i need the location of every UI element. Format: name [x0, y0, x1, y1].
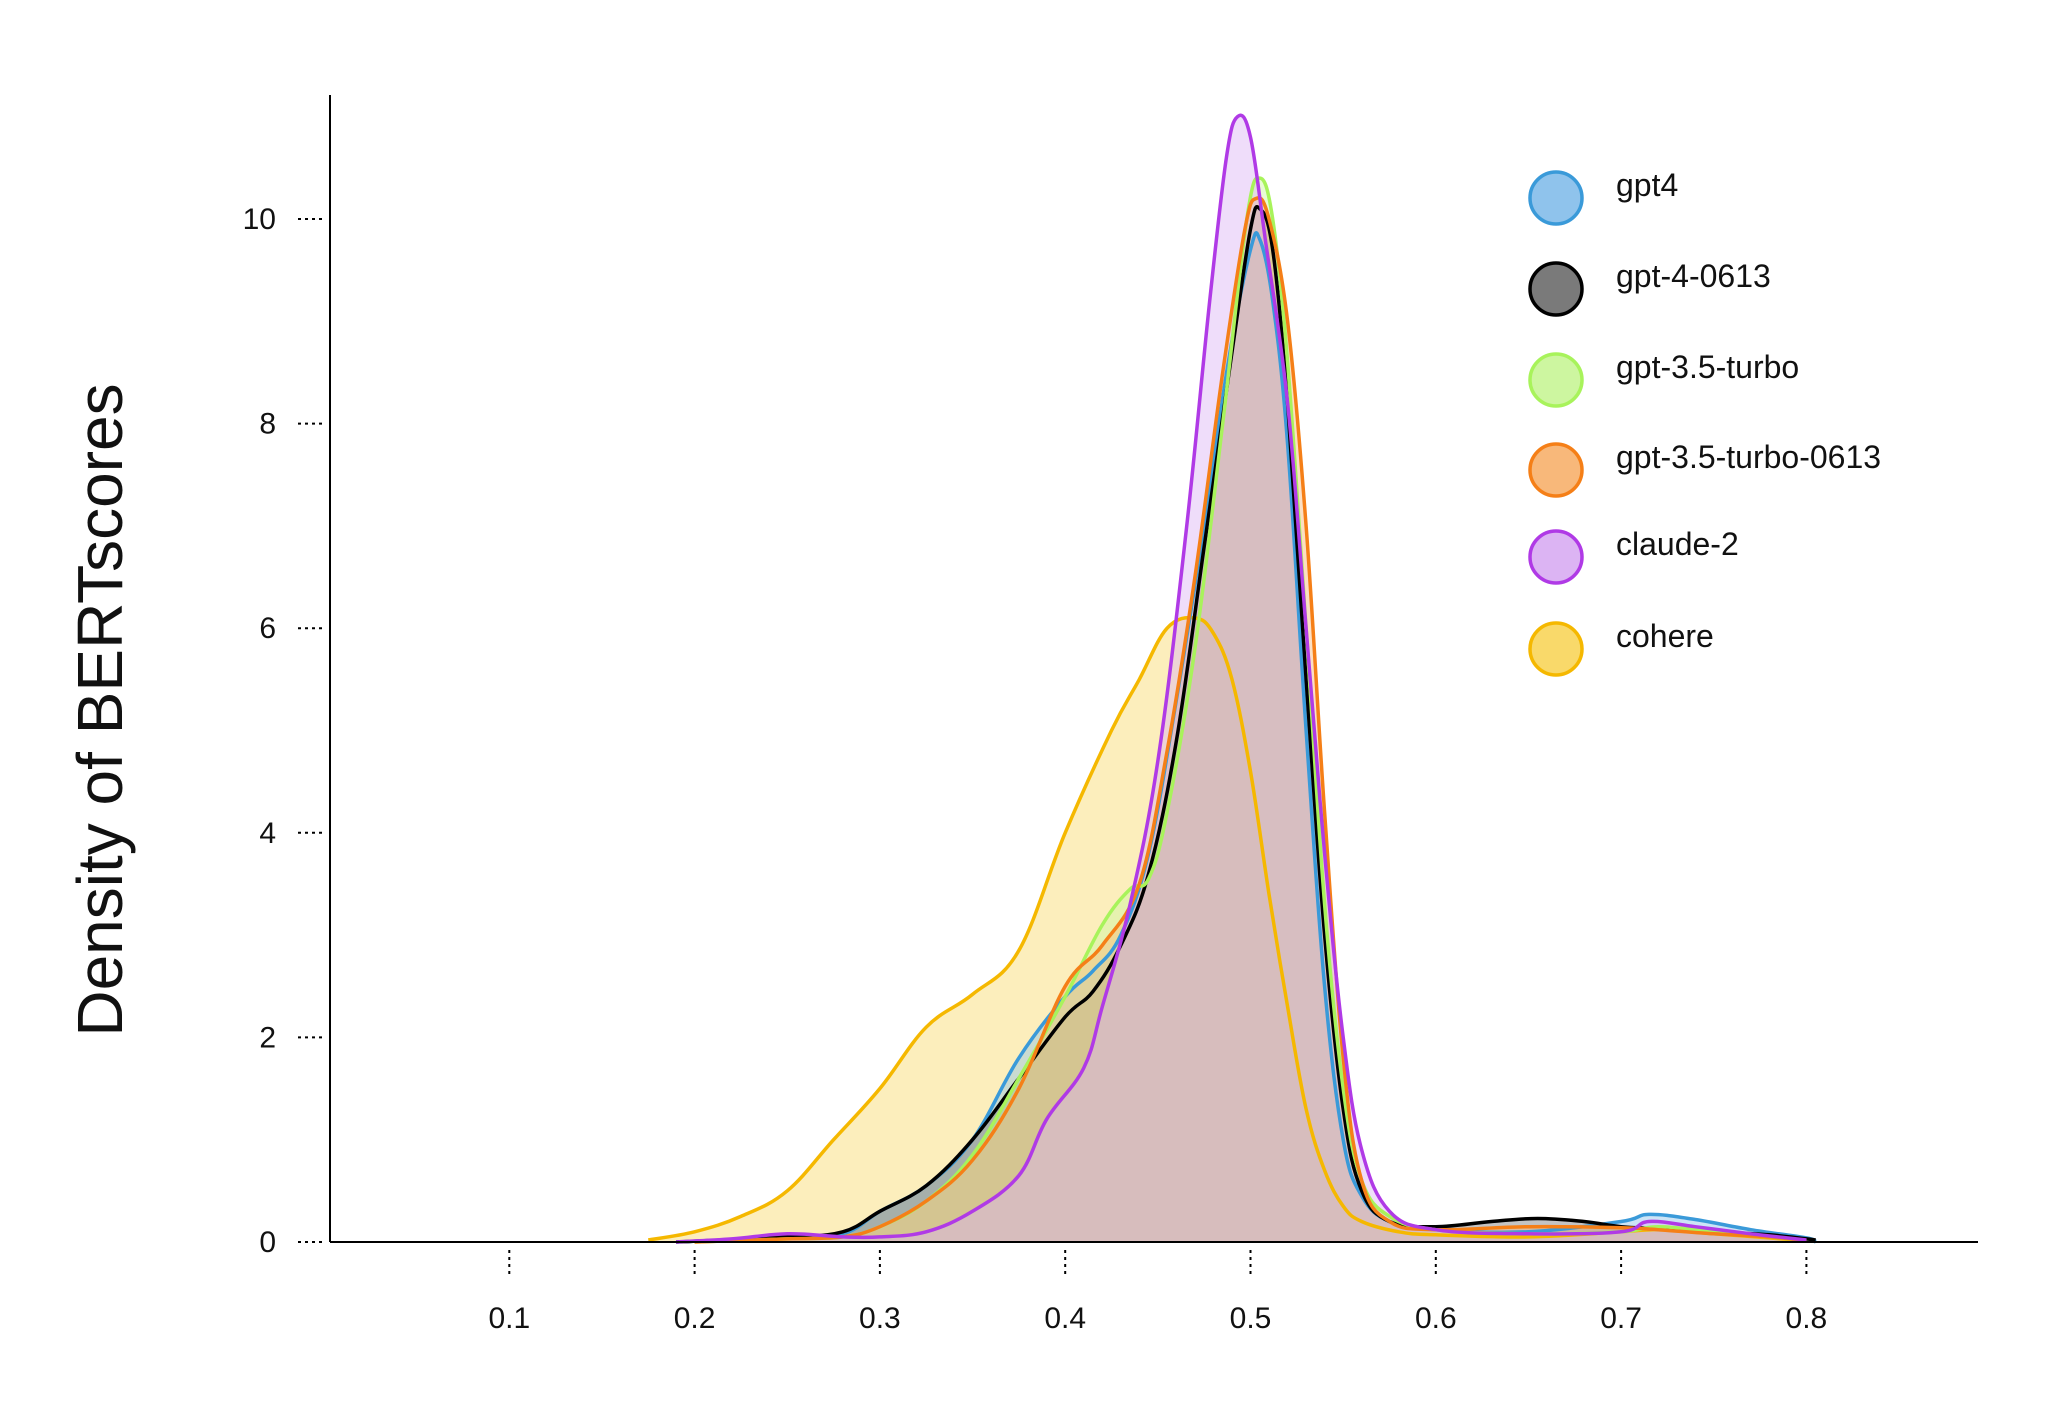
x-tick-label: 0.6 — [1415, 1302, 1457, 1335]
legend-swatch — [1528, 261, 1584, 317]
x-tick-label: 0.2 — [674, 1302, 716, 1335]
area-claude-2 — [676, 115, 1807, 1242]
x-tick-label: 0.4 — [1044, 1302, 1086, 1335]
area-gpt-4-0613 — [676, 206, 1816, 1243]
y-tick-label: 4 — [259, 817, 276, 850]
y-tick-label: 10 — [243, 203, 276, 236]
x-tick-label: 0.1 — [488, 1302, 530, 1335]
legend-label: gpt-3.5-turbo-0613 — [1616, 439, 1881, 475]
y-tick-label: 6 — [259, 612, 276, 645]
legend-item-gpt-3-5-turbo-0613: gpt-3.5-turbo-0613 — [1528, 439, 1881, 498]
y-tick-label: 2 — [259, 1021, 276, 1054]
x-tick-label: 0.7 — [1600, 1302, 1642, 1335]
legend-swatch — [1528, 352, 1584, 408]
legend-swatch — [1528, 442, 1584, 498]
line-cohere — [647, 615, 1807, 1243]
x-tick-label: 0.8 — [1786, 1302, 1828, 1335]
axes — [329, 95, 1978, 1243]
x-tick-label: 0.5 — [1230, 1302, 1272, 1335]
density-areas — [647, 113, 1817, 1244]
legend-swatch — [1528, 529, 1584, 585]
y-ticks: 0 2 4 6 8 10 — [243, 203, 326, 1259]
line-gpt-4-0613 — [676, 205, 1816, 1244]
legend-item-cohere: cohere — [1528, 618, 1714, 677]
area-cohere — [648, 617, 1807, 1242]
legend-item-claude-2: claude-2 — [1528, 526, 1739, 585]
line-claude-2 — [675, 113, 1807, 1244]
area-gpt-3-5-turbo-0613 — [694, 197, 1807, 1242]
legend-item-gpt4: gpt4 — [1528, 167, 1678, 226]
area-gpt-3-5-turbo — [694, 178, 1807, 1242]
legend-label: claude-2 — [1616, 526, 1739, 562]
x-ticks: 0.1 0.2 0.3 0.4 0.5 0.6 0.7 0.8 — [488, 1250, 1827, 1335]
y-tick-label: 0 — [259, 1226, 276, 1259]
legend: gpt4 gpt-4-0613 gpt-3.5-turbo gpt-3.5-turbo… — [1528, 167, 1881, 677]
y-axis-label: Density of BERTscores — [64, 383, 136, 1036]
y-tick-label: 8 — [259, 408, 276, 441]
legend-label: gpt-3.5-turbo — [1616, 349, 1799, 385]
legend-label: cohere — [1616, 618, 1714, 654]
legend-swatch — [1528, 170, 1584, 226]
legend-item-gpt-3-5-turbo: gpt-3.5-turbo — [1528, 349, 1799, 408]
legend-label: gpt-4-0613 — [1616, 258, 1771, 294]
line-gpt4 — [676, 231, 1817, 1244]
x-tick-label: 0.3 — [859, 1302, 901, 1335]
legend-swatch — [1528, 621, 1584, 677]
legend-label: gpt4 — [1616, 167, 1678, 203]
legend-item-gpt-4-0613: gpt-4-0613 — [1528, 258, 1771, 317]
